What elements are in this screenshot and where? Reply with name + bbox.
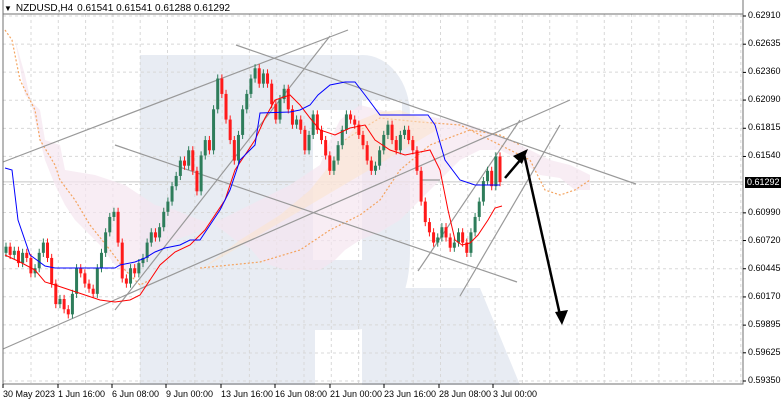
time-tick-label: 1 Jun 16:00: [58, 389, 106, 399]
time-tick-label: 3 Jul 00:00: [493, 389, 538, 399]
price-tick-label: 0.60990: [748, 206, 781, 217]
arrow-down-head-icon: [555, 310, 568, 325]
candles: [4, 64, 502, 319]
price-tick-label: 0.62090: [748, 94, 781, 105]
chart-title: ▼ NZDUSD,H4 0.61541 0.61541 0.61288 0.61…: [4, 3, 230, 14]
ohlc-values: 0.61541 0.61541 0.61288 0.61292: [77, 3, 231, 14]
price-tick-label: 0.62910: [748, 10, 781, 20]
trendlines: [2, 29, 637, 350]
price-tick-label: 0.60170: [748, 290, 781, 301]
price-tick-label: 0.61815: [748, 122, 781, 133]
tenkan-line: [4, 94, 503, 303]
grid: [3, 14, 743, 384]
price-tick-label: 0.62360: [748, 66, 781, 77]
kijun-line: [4, 81, 500, 269]
time-tick-label: 21 Jun 00:00: [330, 389, 383, 399]
time-tick-label: 30 May 2023: [3, 389, 56, 399]
price-tick-label: 0.60720: [748, 234, 781, 245]
time-tick-label: 28 Jun 08:00: [439, 389, 492, 399]
current-price-label: 0.61292: [745, 176, 781, 188]
price-tick-label: 0.59625: [748, 346, 781, 357]
price-tick-label: 0.59350: [748, 375, 781, 385]
price-tick-label: 0.62635: [748, 38, 781, 49]
price-tick-label: 0.59895: [748, 319, 781, 330]
time-tick-label: 16 Jun 08:00: [275, 389, 328, 399]
symbol-label: NZDUSD,H4: [15, 3, 74, 14]
time-tick-label: 13 Jun 16:00: [221, 389, 274, 399]
time-tick-label: 6 Jun 08:00: [112, 389, 160, 399]
price-tick-label: 0.61540: [748, 150, 781, 161]
time-tick-label: 23 Jun 16:00: [384, 389, 437, 399]
plot-frame: [2, 13, 744, 385]
price-tick-label: 0.60445: [748, 262, 781, 273]
time-tick-label: 9 Jun 00:00: [166, 389, 214, 399]
arrow-up-head-icon: [513, 149, 528, 164]
forecast-arrows: [504, 149, 568, 325]
dropdown-triangle-icon[interactable]: ▼: [4, 4, 12, 13]
